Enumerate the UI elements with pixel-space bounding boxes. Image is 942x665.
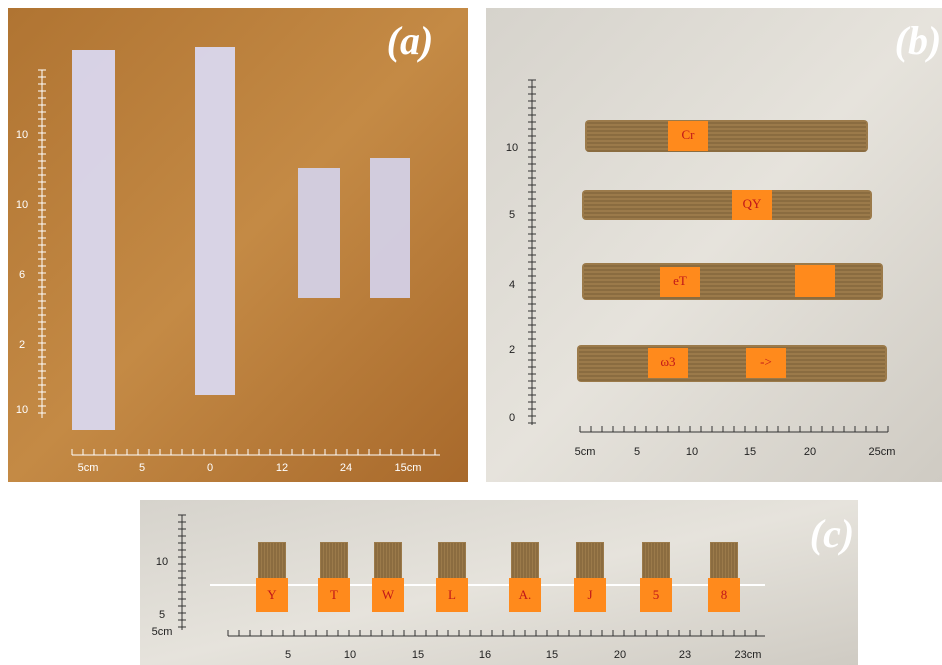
brush [582, 263, 883, 300]
ruler-label: 5 [634, 446, 640, 458]
ruler-label: 5cm [78, 462, 99, 474]
panel-c [140, 500, 858, 665]
ruler-label: 10 [16, 199, 28, 211]
ruler-label: 23cm [735, 649, 762, 661]
tag-text: J [587, 587, 592, 602]
tag-text: 8 [721, 587, 728, 602]
tag-text: QY [743, 196, 762, 211]
ruler-label: 15 [744, 446, 756, 458]
panel-label: (c) [810, 511, 854, 556]
ruler-label: 10 [686, 446, 698, 458]
ruler-label: 10 [156, 556, 168, 568]
ruler-label: 5cm [152, 626, 173, 638]
ruler-label: 2 [509, 344, 515, 356]
panel-label: (a) [387, 18, 434, 63]
ruler-label: 6 [19, 269, 25, 281]
brush [577, 345, 887, 382]
ruler-label: 5cm [575, 446, 596, 458]
ruler-label: 12 [276, 462, 288, 474]
tag-text: Y [267, 587, 277, 602]
panel-label: (b) [895, 18, 942, 63]
tag-text: W [382, 587, 395, 602]
ruler-label: 10 [16, 129, 28, 141]
ruler-label: 0 [509, 412, 515, 424]
tag-text: Cr [682, 127, 696, 142]
figure: 101062105cm50122415cm(a)1054205cm5101520… [0, 0, 942, 665]
ruler-label: 0 [207, 462, 213, 474]
ruler-label: 5 [159, 609, 165, 621]
ruler-label: 5 [139, 462, 145, 474]
ruler-label: 4 [509, 279, 515, 291]
ruler-label: 16 [479, 649, 491, 661]
tag-text: -> [760, 354, 772, 369]
ruler-label: 5 [285, 649, 291, 661]
ruler-label: 15 [546, 649, 558, 661]
tag [795, 265, 835, 297]
ruler-label: 15 [412, 649, 424, 661]
panel-b [486, 8, 942, 482]
tag-text: ω3 [660, 354, 675, 369]
tag-text: A. [519, 587, 532, 602]
tag-text: T [330, 587, 338, 602]
ruler-label: 10 [506, 142, 518, 154]
tag-text: 5 [653, 587, 660, 602]
ruler-label: 23 [679, 649, 691, 661]
tag-text: L [448, 587, 456, 602]
ruler-label: 5 [509, 209, 515, 221]
ruler-label: 20 [804, 446, 816, 458]
ruler-label: 25cm [869, 446, 896, 458]
tag-text: eT [673, 273, 687, 288]
ruler-label: 10 [16, 404, 28, 416]
ruler-label: 2 [19, 339, 25, 351]
ruler-label: 24 [340, 462, 352, 474]
ruler-label: 15cm [395, 462, 422, 474]
ruler-label: 10 [344, 649, 356, 661]
ruler-label: 20 [614, 649, 626, 661]
